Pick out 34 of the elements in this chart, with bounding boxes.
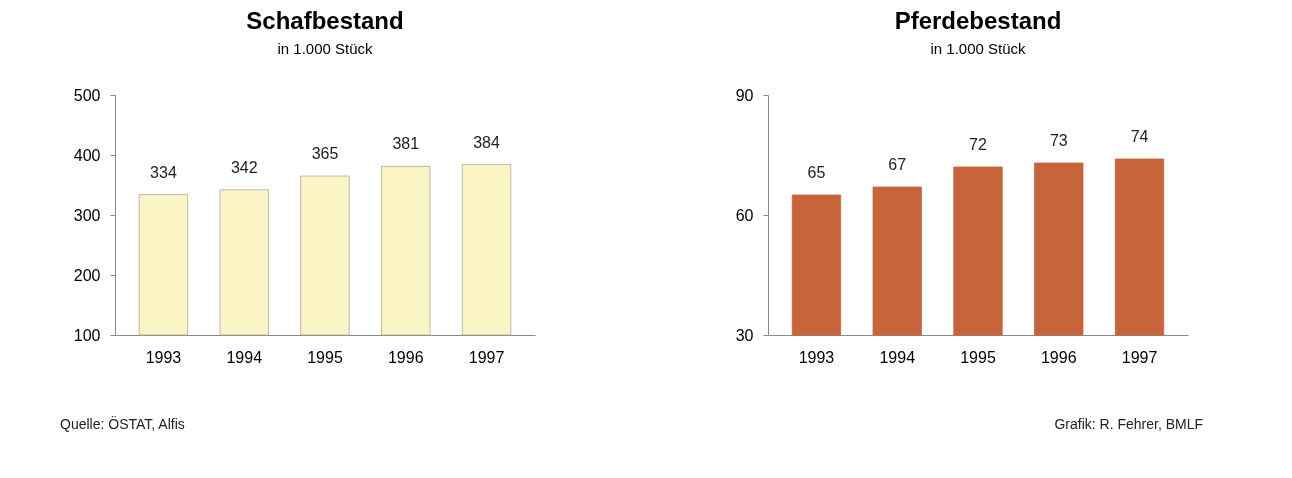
- y-tick-label: 200: [73, 266, 101, 284]
- y-tick-label: 400: [73, 146, 101, 164]
- x-tick-label: 1994: [226, 348, 263, 366]
- y-tick-label: 500: [73, 86, 101, 104]
- data-label: 381: [392, 135, 420, 153]
- y-tick-label: 90: [735, 86, 754, 104]
- data-label: 73: [1049, 132, 1068, 149]
- source-note: Quelle: ÖSTAT, Alfis: [60, 415, 185, 432]
- chart-subtitle: in 1.000 Stück: [277, 40, 374, 57]
- y-tick-label: 100: [73, 326, 101, 344]
- y-tick-label: 60: [735, 206, 754, 224]
- chart-title: Schafbestand: [246, 7, 404, 34]
- x-tick-label: 1996: [1040, 348, 1077, 366]
- x-tick-label: 1994: [879, 348, 916, 366]
- x-tick-label: 1995: [960, 348, 996, 366]
- data-label: 74: [1130, 128, 1149, 145]
- y-tick-label: 30: [735, 326, 754, 344]
- y-tick-label: 300: [73, 206, 101, 224]
- data-label: 334: [150, 163, 177, 181]
- data-label: 72: [969, 136, 987, 153]
- x-tick-label: 1997: [1121, 348, 1158, 366]
- x-tick-label: 1995: [307, 348, 343, 366]
- x-tick-label: 1996: [387, 348, 424, 366]
- data-label: 384: [473, 133, 500, 151]
- x-tick-label: 1993: [798, 348, 835, 366]
- chart-subtitle: in 1.000 Stück: [930, 40, 1027, 57]
- data-label: 342: [230, 158, 258, 176]
- x-tick-label: 1993: [145, 348, 182, 366]
- data-label: 365: [311, 145, 339, 162]
- x-tick-label: 1997: [468, 348, 505, 366]
- data-label: 65: [807, 164, 826, 181]
- chart-title: Pferdebestand: [894, 7, 1062, 34]
- data-label: 67: [888, 156, 907, 173]
- text: Grafik: R. Fehrer, BMLF: [1054, 416, 1203, 432]
